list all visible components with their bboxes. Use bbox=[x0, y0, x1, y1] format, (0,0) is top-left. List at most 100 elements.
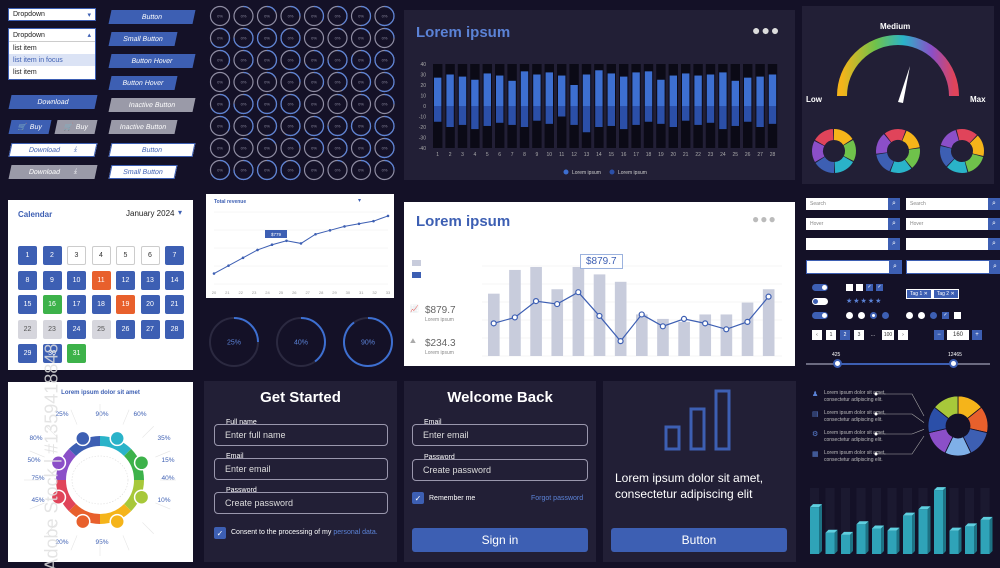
toggle-switch[interactable] bbox=[812, 284, 828, 291]
stepper-value[interactable]: 160 bbox=[947, 330, 969, 340]
download-inactive-button[interactable]: Download ⤓ bbox=[8, 165, 98, 179]
minus-icon[interactable]: − bbox=[934, 330, 944, 340]
calendar-day[interactable]: 27 bbox=[140, 319, 160, 339]
empty-field[interactable]: ⌕ bbox=[906, 238, 1000, 250]
more-icon[interactable]: ●●● bbox=[752, 22, 781, 38]
forgot-password-link[interactable]: Forgot password bbox=[531, 495, 584, 502]
focused-field[interactable]: ⌕ bbox=[806, 260, 902, 274]
calendar-day[interactable]: 12 bbox=[116, 270, 135, 290]
signin-button[interactable]: Sign in bbox=[412, 528, 588, 552]
calendar-day[interactable]: 9 bbox=[42, 270, 62, 290]
download-button[interactable]: Download bbox=[8, 95, 98, 109]
promo-button[interactable]: Button bbox=[611, 528, 787, 552]
empty-field[interactable]: ⌕ bbox=[806, 238, 900, 250]
small-button[interactable]: Small Button bbox=[108, 32, 178, 46]
chevron-down-icon[interactable]: ▾ bbox=[358, 198, 362, 204]
calendar-day[interactable]: 25 bbox=[91, 319, 111, 339]
search-icon[interactable]: ⌕ bbox=[888, 238, 900, 250]
text-input[interactable] bbox=[906, 238, 988, 250]
email-input[interactable]: Enter email bbox=[412, 424, 588, 446]
calendar-day[interactable]: 4 bbox=[91, 246, 111, 265]
consent-checkbox[interactable]: ✓ bbox=[214, 527, 226, 539]
primary-button[interactable]: Button bbox=[108, 10, 196, 24]
focused-field[interactable]: ⌕ bbox=[906, 260, 1000, 274]
small-outline-button[interactable]: Small Button bbox=[108, 165, 178, 179]
calendar-day[interactable]: 29 bbox=[18, 344, 37, 363]
buy-button-inactive[interactable]: 🛒 Buy bbox=[54, 120, 98, 134]
small-hover-button[interactable]: Button Hover bbox=[108, 76, 178, 90]
checkbox-checked[interactable]: ✓ bbox=[866, 284, 873, 291]
close-icon[interactable]: ✕ bbox=[950, 291, 955, 297]
hover-button[interactable]: Button Hover bbox=[108, 54, 196, 68]
dropdown-item[interactable]: list item bbox=[13, 68, 37, 76]
calendar-day[interactable]: 8 bbox=[18, 270, 37, 290]
pager-next[interactable]: › bbox=[898, 330, 908, 340]
calendar-day[interactable]: 11 bbox=[91, 270, 111, 290]
remember-checkbox[interactable]: ✓ bbox=[412, 492, 424, 504]
calendar-day[interactable]: 19 bbox=[116, 295, 135, 314]
search-icon[interactable]: ⌕ bbox=[888, 218, 900, 230]
hover-field[interactable]: Hover ⌕ bbox=[906, 218, 1000, 230]
radio-selected[interactable] bbox=[882, 312, 889, 319]
calendar-day[interactable]: 26 bbox=[116, 319, 135, 339]
star-rating[interactable]: ★★★★★ bbox=[846, 298, 883, 305]
pager-prev[interactable]: ‹ bbox=[812, 330, 822, 340]
calendar-day[interactable]: 18 bbox=[91, 295, 111, 314]
checkbox[interactable] bbox=[846, 284, 853, 291]
hover-input[interactable]: Hover bbox=[806, 218, 888, 230]
calendar-day[interactable]: 17 bbox=[67, 295, 86, 314]
calendar-day[interactable]: 7 bbox=[165, 246, 184, 265]
slider-handle[interactable] bbox=[833, 359, 842, 368]
chevron-down-icon[interactable]: ▾ bbox=[178, 208, 183, 217]
pager-page-active[interactable]: 2 bbox=[840, 330, 850, 340]
email-input[interactable]: Enter email bbox=[214, 458, 388, 480]
toggle-switch[interactable] bbox=[812, 312, 828, 319]
tag-chip[interactable]: Tag 1 ✕ bbox=[907, 290, 931, 298]
dropdown-item-focus[interactable]: list item in focus bbox=[9, 54, 95, 66]
search-field[interactable]: Search ⌕ bbox=[906, 198, 1000, 210]
search-icon[interactable]: ⌕ bbox=[988, 218, 1000, 230]
pager-page[interactable]: 1 bbox=[826, 330, 836, 340]
search-icon[interactable]: ⌕ bbox=[888, 198, 900, 210]
radio-selected[interactable] bbox=[870, 312, 877, 319]
radio[interactable] bbox=[846, 312, 853, 319]
calendar-day[interactable]: 6 bbox=[140, 246, 160, 265]
dropdown-item[interactable]: list item bbox=[13, 44, 37, 52]
calendar-day[interactable]: 15 bbox=[18, 295, 37, 314]
dropdown-collapsed[interactable]: Dropdown ▾ bbox=[8, 8, 96, 21]
small-inactive-button[interactable]: Inactive Button bbox=[108, 120, 178, 134]
calendar-day[interactable]: 28 bbox=[165, 319, 184, 339]
calendar-day[interactable]: 21 bbox=[165, 295, 184, 314]
text-input[interactable] bbox=[806, 238, 888, 250]
buy-button[interactable]: 🛒 Buy bbox=[8, 120, 52, 134]
calendar-day[interactable]: 1 bbox=[18, 246, 37, 265]
calendar-day[interactable]: 20 bbox=[140, 295, 160, 314]
pager-page[interactable]: 100 bbox=[882, 330, 894, 340]
calendar-day[interactable]: 3 bbox=[67, 246, 86, 265]
checkbox[interactable] bbox=[856, 284, 863, 291]
search-icon[interactable]: ⌕ bbox=[988, 238, 1000, 250]
consent-link[interactable]: personal data. bbox=[333, 529, 378, 536]
toggle-switch[interactable] bbox=[812, 298, 828, 305]
slider-handle[interactable] bbox=[949, 359, 958, 368]
calendar-day[interactable]: 2 bbox=[42, 246, 62, 265]
tag-input[interactable]: Tag 1 ✕ Tag 2 ✕ bbox=[906, 289, 959, 299]
calendar-day[interactable]: 30 bbox=[42, 344, 62, 363]
inactive-button[interactable]: Inactive Button bbox=[108, 98, 196, 112]
full-name-input[interactable]: Enter full name bbox=[214, 424, 388, 446]
calendar-day[interactable]: 16 bbox=[42, 295, 62, 314]
radio-selected[interactable] bbox=[930, 312, 937, 319]
hover-input[interactable]: Hover bbox=[906, 218, 988, 230]
dropdown-open[interactable]: Dropdown ▴ list item list item in focus … bbox=[8, 28, 96, 80]
radio[interactable] bbox=[906, 312, 913, 319]
radio[interactable] bbox=[918, 312, 925, 319]
calendar-day[interactable]: 10 bbox=[67, 270, 86, 290]
checkbox-checked[interactable]: ✓ bbox=[942, 312, 949, 319]
download-outline-button[interactable]: Download ⤓ bbox=[8, 143, 98, 157]
text-input[interactable] bbox=[907, 261, 989, 273]
tag-chip[interactable]: Tag 2 ✕ bbox=[933, 290, 958, 298]
calendar-day[interactable]: 22 bbox=[18, 319, 37, 339]
plus-icon[interactable]: + bbox=[972, 330, 982, 340]
calendar-day[interactable]: 24 bbox=[67, 319, 86, 339]
password-input[interactable]: Create password bbox=[214, 492, 388, 514]
